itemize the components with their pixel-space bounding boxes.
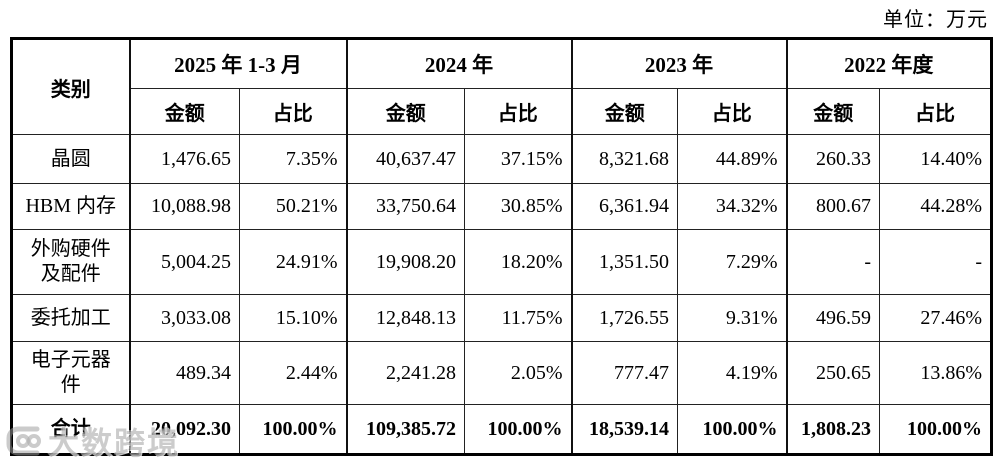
table-row: 电子元器 件 489.34 2.44% 2,241.28 2.05% 777.47 4.19… (11, 341, 992, 405)
amount-cell: 3,033.08 (128, 294, 240, 342)
ratio-cell: 100.00% (879, 404, 992, 455)
row-label: 电子元器 件 (11, 341, 130, 405)
amount-cell: 800.67 (785, 183, 880, 230)
ratio-cell: 13.86% (879, 341, 992, 405)
amount-cell: 777.47 (570, 341, 678, 405)
table-row: 合计 20,092.30 100.00% 109,385.72 100.00% 18,53… (11, 404, 992, 455)
row-label: 合计 (11, 404, 130, 455)
ratio-cell: 7.35% (239, 134, 347, 184)
table-row: HBM 内存 10,088.98 50.21% 33,750.64 30.85% 6,36… (11, 183, 992, 230)
amount-cell: 1,351.50 (570, 229, 678, 295)
row-label: 晶圆 (11, 134, 130, 184)
ratio-cell: 100.00% (677, 404, 787, 455)
amount-cell: 8,321.68 (570, 134, 678, 184)
ratio-cell: 4.19% (677, 341, 787, 405)
amount-cell: - (785, 229, 880, 295)
amount-cell: 33,750.64 (345, 183, 465, 230)
subheader-ratio-2022: 占比 (879, 88, 992, 135)
cost-breakdown-table: 类别 2025 年 1-3 月 2024 年 2023 年 2022 年度 金额… (10, 37, 993, 456)
row-label: 外购硬件 及配件 (11, 229, 130, 295)
ratio-cell: 30.85% (464, 183, 572, 230)
subheader-ratio-2024: 占比 (464, 88, 572, 135)
subheader-ratio-2025: 占比 (239, 88, 347, 135)
subheader-amount-2025: 金额 (128, 88, 240, 135)
unit-label: 单位：万元 (883, 9, 988, 31)
ratio-cell: 18.20% (464, 229, 572, 295)
subheader-amount-2023: 金额 (570, 88, 678, 135)
ratio-cell: 2.44% (239, 341, 347, 405)
amount-cell: 18,539.14 (570, 404, 678, 455)
amount-cell: 1,476.65 (128, 134, 240, 184)
table-row: 晶圆 1,476.65 7.35% 40,637.47 37.15% 8,321.68 44… (11, 134, 992, 184)
table-row: 外购硬件 及配件 5,004.25 24.91% 19,908.20 18.20% 1,3… (11, 229, 992, 295)
ratio-cell: 15.10% (239, 294, 347, 342)
category-header: 类别 (11, 38, 130, 135)
ratio-cell: 100.00% (239, 404, 347, 455)
col-group-2022: 2022 年度 (785, 38, 992, 89)
row-label: 委托加工 (11, 294, 130, 342)
ratio-cell: 44.28% (879, 183, 992, 230)
amount-cell: 489.34 (128, 341, 240, 405)
amount-cell: 496.59 (785, 294, 880, 342)
row-label: HBM 内存 (11, 183, 130, 230)
ratio-cell: 24.91% (239, 229, 347, 295)
subheader-ratio-2023: 占比 (677, 88, 787, 135)
col-group-2024: 2024 年 (345, 38, 572, 89)
ratio-cell: 27.46% (879, 294, 992, 342)
ratio-cell: 14.40% (879, 134, 992, 184)
header-row-sub: 金额 占比 金额 占比 金额 占比 金额 占比 (12, 88, 992, 135)
header-row-years: 类别 2025 年 1-3 月 2024 年 2023 年 2022 年度 (11, 38, 992, 135)
ratio-cell: 2.05% (464, 341, 572, 405)
amount-cell: 250.65 (785, 341, 880, 405)
amount-cell: 5,004.25 (128, 229, 240, 295)
col-group-2025: 2025 年 1-3 月 (128, 38, 347, 89)
table-body: 晶圆 1,476.65 7.35% 40,637.47 37.15% 8,321.68 44… (11, 134, 992, 455)
ratio-cell: 100.00% (464, 404, 572, 455)
ratio-cell: 11.75% (464, 294, 572, 342)
amount-cell: 2,241.28 (345, 341, 465, 405)
amount-cell: 1,808.23 (785, 404, 880, 455)
amount-cell: 109,385.72 (345, 404, 465, 455)
ratio-cell: - (879, 229, 992, 295)
amount-cell: 6,361.94 (570, 183, 678, 230)
amount-cell: 40,637.47 (345, 134, 465, 184)
amount-cell: 10,088.98 (128, 183, 240, 230)
amount-cell: 12,848.13 (345, 294, 465, 342)
col-group-2023: 2023 年 (570, 38, 787, 89)
ratio-cell: 9.31% (677, 294, 787, 342)
ratio-cell: 37.15% (464, 134, 572, 184)
amount-cell: 1,726.55 (570, 294, 678, 342)
amount-cell: 19,908.20 (345, 229, 465, 295)
ratio-cell: 34.32% (677, 183, 787, 230)
amount-cell: 20,092.30 (128, 404, 240, 455)
ratio-cell: 50.21% (239, 183, 347, 230)
amount-cell: 260.33 (785, 134, 880, 184)
ratio-cell: 7.29% (677, 229, 787, 295)
subheader-amount-2022: 金额 (785, 88, 880, 135)
ratio-cell: 44.89% (677, 134, 787, 184)
table-row: 委托加工 3,033.08 15.10% 12,848.13 11.75% 1,726.5… (11, 294, 992, 342)
subheader-amount-2024: 金额 (345, 88, 465, 135)
